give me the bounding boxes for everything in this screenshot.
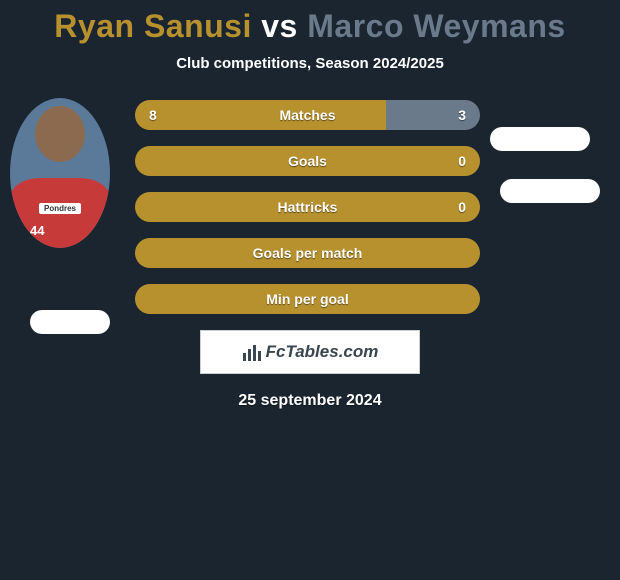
- bar-right-value: 0: [458, 199, 466, 215]
- player2-name: Marco Weymans: [307, 8, 565, 44]
- comparison-bars: 8 3 Matches 0 Goals 0 Hattricks Goals per match…: [135, 100, 480, 314]
- bar-right-value: 3: [458, 107, 466, 123]
- stat-bar: Min per goal: [135, 284, 480, 314]
- vs-text: vs: [261, 8, 298, 44]
- bar-label: Matches: [279, 107, 335, 123]
- stat-bar: 0 Goals: [135, 146, 480, 176]
- placeholder-pill: [30, 310, 110, 334]
- brand-text: FcTables.com: [266, 342, 379, 362]
- bar-label: Hattricks: [278, 199, 338, 215]
- bar-right-value: 0: [458, 153, 466, 169]
- placeholder-pill: [500, 179, 600, 203]
- date-text: 25 september 2024: [0, 392, 620, 410]
- brand-box: FcTables.com: [200, 330, 420, 374]
- placeholder-pill: [490, 127, 590, 151]
- stat-bar: 8 3 Matches: [135, 100, 480, 130]
- player1-name: Ryan Sanusi: [54, 8, 252, 44]
- player1-avatar: 44 Pondres: [10, 98, 110, 248]
- bar-left-value: 8: [149, 107, 157, 123]
- bars-icon: [242, 343, 262, 361]
- bar-left-segment: [135, 100, 386, 130]
- sponsor-badge: Pondres: [39, 203, 81, 214]
- comparison-title: Ryan Sanusi vs Marco Weymans: [0, 0, 620, 45]
- bar-label: Goals: [288, 153, 327, 169]
- subtitle: Club competitions, Season 2024/2025: [0, 55, 620, 72]
- bar-label: Min per goal: [266, 291, 348, 307]
- stat-bar: 0 Hattricks: [135, 192, 480, 222]
- jersey-number: 44: [30, 223, 44, 238]
- stat-bar: Goals per match: [135, 238, 480, 268]
- bar-label: Goals per match: [253, 245, 363, 261]
